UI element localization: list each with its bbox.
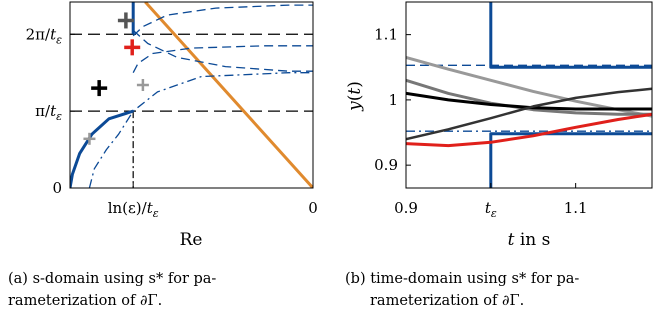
svg-text:rameterization of ∂Γ.: rameterization of ∂Γ. bbox=[370, 293, 524, 309]
svg-text:(b) time-domain using s* for p: (b) time-domain using s* for pa- bbox=[345, 271, 579, 287]
chart-b-ylabel: y(t) bbox=[345, 81, 365, 112]
chart-a-y-tick-label: π/tε bbox=[35, 102, 62, 123]
chart-a-x-tick-label: ln(ε)/tε bbox=[108, 199, 159, 220]
chart-b-y-tick-label: 1 bbox=[388, 91, 398, 109]
chart-b-y-tick-label: 1.1 bbox=[374, 26, 398, 44]
chart-b-series-line bbox=[489, 2, 652, 69]
chart-b-xlabel: t in s bbox=[508, 230, 551, 250]
caption-b-line-1: time-domain using s* for pa- bbox=[370, 271, 579, 287]
chart-a-series-line bbox=[132, 4, 313, 37]
chart-b-x-tick-label: 0.9 bbox=[394, 199, 418, 217]
chart-a-y-tick-label: 2π/tε bbox=[26, 25, 63, 46]
chart-b-series-line bbox=[406, 78, 652, 116]
chart-a-series bbox=[70, 2, 313, 188]
chart-a-marker bbox=[124, 39, 141, 56]
chart-a-markers bbox=[83, 12, 149, 145]
chart-a-frame bbox=[69, 1, 314, 189]
caption-a-label: (a) bbox=[8, 271, 28, 287]
svg-text:(a) s-domain using s* for pa-: (a) s-domain using s* for pa- bbox=[8, 271, 216, 287]
caption-a: (a) s-domain using s* for pa- rameteriza… bbox=[8, 271, 216, 309]
chart-a: ln(ε)/tε 0 0 π/tε 2π/tε Re bbox=[26, 1, 318, 250]
chart-b-x-tick-label: 1.1 bbox=[564, 199, 588, 217]
chart-a-ticks: ln(ε)/tε 0 0 π/tε 2π/tε bbox=[26, 25, 318, 220]
chart-b-x-tick-label: tε bbox=[485, 199, 497, 220]
chart-a-series-line bbox=[70, 109, 134, 188]
chart-a-marker bbox=[117, 12, 134, 29]
caption-a-line-2: rameterization of ∂Γ. bbox=[8, 293, 162, 309]
chart-b: 0.9 tε 1.1 0.9 1 1.1 t in s y(t) bbox=[345, 1, 653, 250]
svg-text:rameterization of ∂Γ.: rameterization of ∂Γ. bbox=[8, 293, 162, 309]
chart-b-frame bbox=[405, 1, 653, 189]
chart-b-series-line bbox=[406, 87, 652, 141]
chart-a-x-tick-label: 0 bbox=[308, 199, 318, 217]
chart-b-y-tick-label: 0.9 bbox=[374, 156, 398, 174]
chart-a-series-line bbox=[144, 2, 313, 188]
chart-a-xlabel: Re bbox=[180, 230, 203, 250]
caption-a-line-1: s-domain using s* for pa- bbox=[33, 271, 217, 287]
chart-b-ticks: 0.9 tε 1.1 0.9 1 1.1 bbox=[374, 26, 587, 220]
chart-b-series-line bbox=[489, 132, 652, 188]
chart-a-series-line bbox=[88, 72, 313, 188]
chart-b-series bbox=[406, 2, 652, 188]
chart-a-y-tick-label: 0 bbox=[52, 179, 62, 197]
chart-a-marker bbox=[83, 132, 96, 145]
chart-a-series-line bbox=[132, 45, 313, 74]
chart-a-marker bbox=[91, 80, 108, 97]
caption-b-line-2: rameterization of ∂Γ. bbox=[370, 293, 524, 309]
chart-a-grid bbox=[70, 33, 313, 188]
caption-b-label: (b) bbox=[345, 271, 366, 287]
chart-a-series-line bbox=[132, 29, 313, 72]
chart-b-series-line bbox=[406, 112, 652, 148]
chart-b-series-line bbox=[406, 91, 652, 111]
chart-a-marker bbox=[136, 79, 149, 92]
caption-b: (b) time-domain using s* for pa- rameter… bbox=[345, 271, 579, 309]
